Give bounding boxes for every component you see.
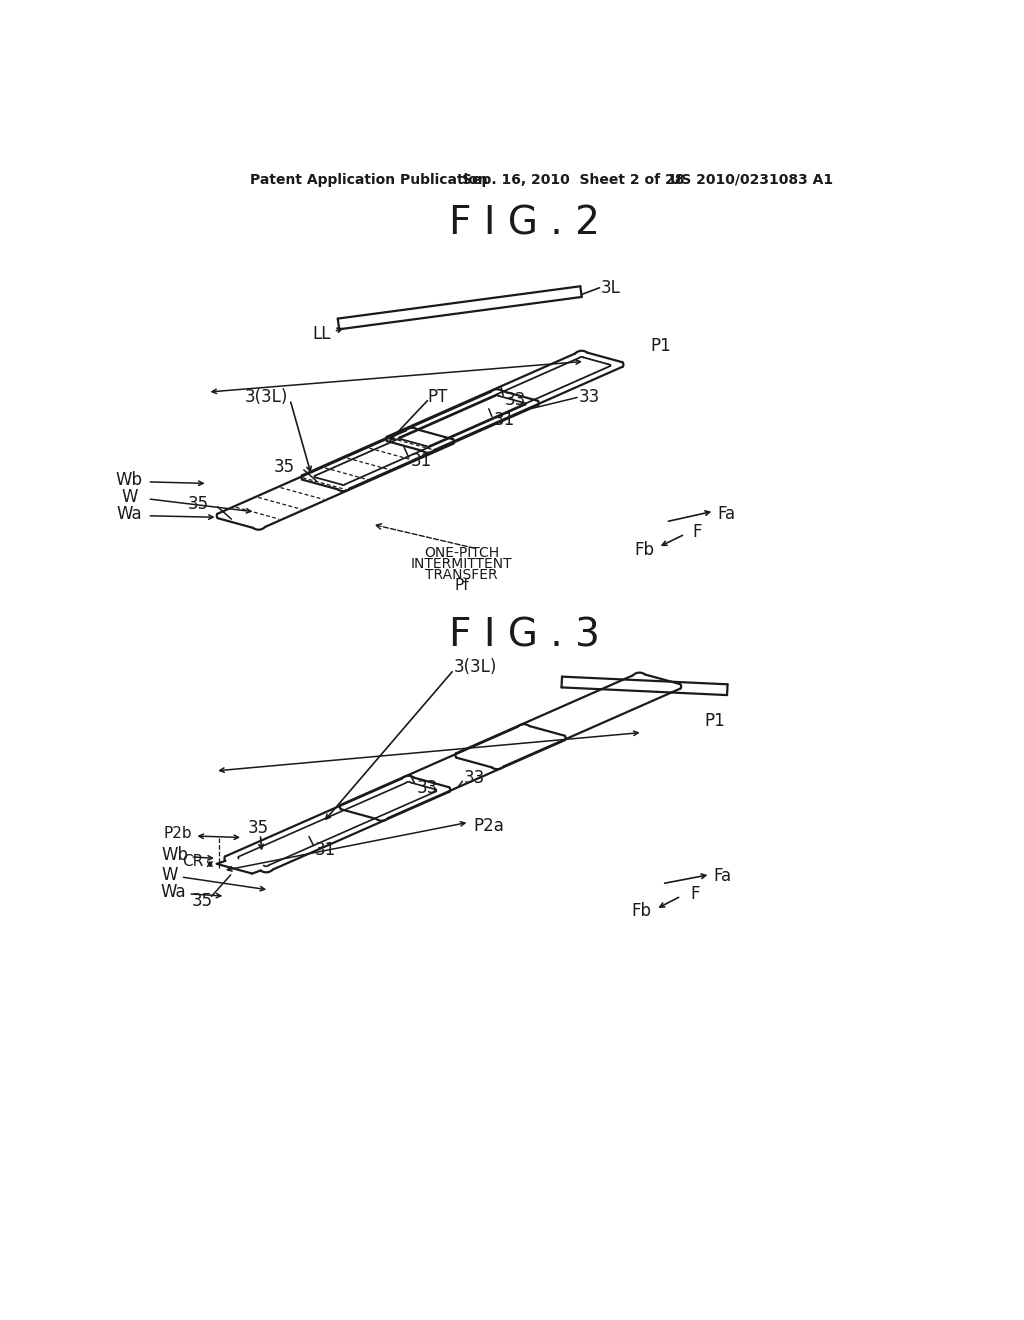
Text: INTERMITTENT: INTERMITTENT (411, 557, 512, 572)
Text: F: F (692, 523, 702, 541)
Text: Fb: Fb (632, 903, 652, 920)
Text: F: F (690, 884, 699, 903)
Text: Wb: Wb (115, 471, 142, 490)
Text: 33: 33 (416, 779, 437, 797)
Text: Fa: Fa (714, 867, 731, 884)
Text: Fb: Fb (634, 541, 654, 558)
Text: 33: 33 (505, 391, 526, 409)
Text: US 2010/0231083 A1: US 2010/0231083 A1 (670, 173, 833, 187)
Text: 3L: 3L (600, 279, 621, 297)
Text: Fa: Fa (717, 506, 735, 523)
Text: 31: 31 (315, 841, 337, 859)
Text: Pf: Pf (455, 578, 469, 593)
Text: TRANSFER: TRANSFER (425, 568, 498, 582)
Text: 31: 31 (494, 412, 515, 429)
Text: P1: P1 (650, 337, 671, 355)
Text: Wb: Wb (162, 846, 188, 865)
Text: P1: P1 (705, 711, 725, 730)
Text: 33: 33 (579, 388, 600, 405)
Text: LL: LL (312, 325, 331, 343)
Text: P2a: P2a (473, 817, 504, 836)
Text: Patent Application Publication: Patent Application Publication (250, 173, 487, 187)
Text: 3(3L): 3(3L) (245, 388, 289, 407)
Text: Sep. 16, 2010  Sheet 2 of 28: Sep. 16, 2010 Sheet 2 of 28 (462, 173, 684, 187)
Text: 31: 31 (411, 453, 431, 470)
Text: 35: 35 (187, 495, 208, 512)
Text: CR: CR (182, 854, 204, 870)
Text: 3(3L): 3(3L) (454, 657, 498, 676)
Text: P2b: P2b (164, 826, 193, 841)
Text: 35: 35 (191, 892, 213, 909)
Text: ONE-PITCH: ONE-PITCH (424, 546, 500, 561)
Text: F I G . 2: F I G . 2 (450, 205, 600, 243)
Text: W: W (122, 488, 138, 507)
Text: F I G . 3: F I G . 3 (450, 616, 600, 655)
Text: 35: 35 (273, 458, 295, 475)
Text: W: W (162, 866, 178, 884)
Text: Wa: Wa (161, 883, 186, 902)
Text: 33: 33 (464, 770, 485, 787)
Text: 35: 35 (248, 820, 268, 837)
Text: PT: PT (427, 388, 447, 407)
Text: Wa: Wa (117, 506, 142, 523)
